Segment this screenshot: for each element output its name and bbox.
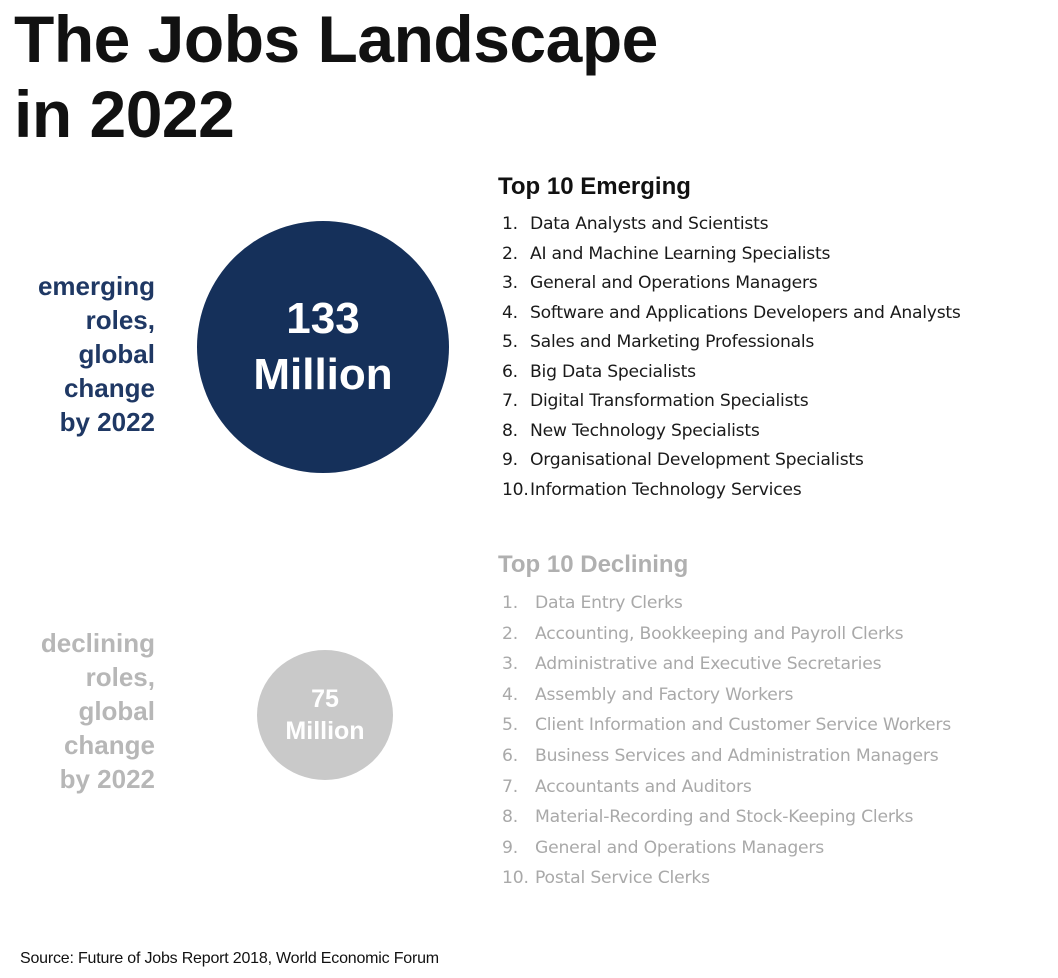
list-item-text: General and Operations Managers [535, 837, 825, 858]
list-item: 6. Big Data Specialists [502, 358, 1058, 388]
emerging-label-line: roles, [85, 305, 155, 335]
list-item: 4. Assembly and Factory Workers [502, 680, 1058, 711]
list-item: 10. Postal Service Clerks [502, 863, 1058, 894]
list-item-text: Postal Service Clerks [535, 868, 710, 889]
emerging-label-line: change [63, 373, 155, 403]
list-item: 3. General and Operations Managers [502, 269, 1058, 299]
list-item: 2. Accounting, Bookkeeping and Payroll Cl… [502, 619, 1058, 650]
source-credit: Source: Future of Jobs Report 2018, Worl… [20, 950, 439, 967]
emerging-total-unit: Million [253, 350, 393, 399]
list-item-number: 3. [502, 273, 518, 293]
emerging-total-value: 133 [286, 294, 360, 343]
list-item-text: Data Entry Clerks [535, 593, 683, 613]
list-item-number: 9. [502, 450, 518, 470]
list-item-text: Assembly and Factory Workers [535, 684, 794, 705]
declining-total-value: 75 [311, 685, 339, 713]
declining-label-line: by 2022 [59, 764, 155, 794]
list-item: 7. Digital Transformation Specialists [502, 387, 1058, 417]
list-item-number: 6. [502, 361, 518, 382]
declining-list-heading: Top 10 Declining [498, 551, 689, 578]
emerging-list-section: Top 10 Emerging 1. Data Analysts and Scie… [498, 172, 1058, 505]
list-item-text: Data Analysts and Scientists [530, 214, 769, 234]
list-item: 8. Material-Recording and Stock-Keeping C… [502, 802, 1058, 833]
list-item: 3. Administrative and Executive Secretari… [502, 649, 1058, 680]
declining-label-line: global [78, 696, 155, 726]
list-item-text: Digital Transformation Specialists [530, 391, 809, 411]
list-item: 1. Data Analysts and Scientists [502, 210, 1058, 240]
declining-total-unit: Million [285, 717, 365, 745]
list-item: 5. Client Information and Customer Servic… [502, 710, 1058, 741]
list-item: 6. Business Services and Administration M… [502, 741, 1058, 772]
declining-roles-label: declining roles, global change by 2022 [10, 626, 155, 796]
list-item-number: 6. [502, 745, 518, 766]
list-item-number: 3. [502, 654, 518, 675]
title-line-1: The Jobs Landscape [14, 2, 658, 76]
list-item: 1. Data Entry Clerks [502, 588, 1058, 619]
list-item-text: Material-Recording and Stock-Keeping Cle… [535, 807, 914, 828]
list-item-text: New Technology Specialists [530, 420, 760, 441]
declining-label-line: declining [40, 628, 155, 658]
page-title: The Jobs Landscape in 2022 [14, 2, 774, 152]
list-item-text: Big Data Specialists [530, 361, 696, 382]
list-item: 2. AI and Machine Learning Specialists [502, 240, 1058, 270]
list-item: 8. New Technology Specialists [502, 417, 1058, 447]
list-item-number: 8. [502, 807, 518, 828]
emerging-label-line: by 2022 [59, 407, 155, 437]
list-item-text: Business Services and Administration Man… [535, 745, 939, 766]
list-item-text: Accountants and Auditors [535, 776, 752, 797]
list-item-text: AI and Machine Learning Specialists [530, 243, 831, 264]
list-item: 7. Accountants and Auditors [502, 772, 1058, 803]
list-item-number: 10. [502, 868, 529, 889]
list-item-number: 2. [502, 623, 518, 644]
declining-list: 1. Data Entry Clerks 2. Accounting, Bookke… [498, 588, 1058, 894]
list-item-text: Client Information and Customer Service … [535, 715, 952, 736]
declining-list-section: Top 10 Declining 1. Data Entry Clerks 2. A… [498, 550, 1058, 894]
list-item: 9. Organisational Development Specialists [502, 446, 1058, 476]
emerging-list-heading: Top 10 Emerging [498, 173, 691, 200]
list-item-number: 5. [502, 715, 518, 736]
list-item-text: General and Operations Managers [530, 273, 818, 293]
emerging-total-circle: 133 Million [197, 221, 449, 473]
list-item-text: Sales and Marketing Professionals [530, 332, 815, 352]
list-item-text: Information Technology Services [530, 479, 802, 500]
list-item: 10. Information Technology Services [502, 476, 1058, 506]
list-item: 9. General and Operations Managers [502, 833, 1058, 864]
list-item-text: Software and Applications Developers and… [530, 302, 961, 323]
list-item-number: 4. [502, 302, 518, 323]
list-item-number: 7. [502, 776, 518, 797]
list-item-number: 2. [502, 243, 518, 264]
declining-label-line: change [63, 730, 155, 760]
list-item-number: 8. [502, 420, 518, 441]
title-line-2: in 2022 [14, 77, 235, 151]
emerging-label-line: global [78, 339, 155, 369]
list-item-number: 7. [502, 391, 518, 411]
list-item: 5. Sales and Marketing Professionals [502, 328, 1058, 358]
list-item-text: Administrative and Executive Secretaries [535, 654, 882, 675]
list-item-text: Organisational Development Specialists [530, 450, 864, 470]
list-item-number: 9. [502, 837, 518, 858]
list-item-number: 1. [502, 593, 518, 613]
emerging-label-line: emerging [37, 271, 155, 301]
list-item-number: 1. [502, 214, 518, 234]
list-item-number: 4. [502, 684, 518, 705]
declining-label-line: roles, [85, 662, 155, 692]
list-item: 4. Software and Applications Developers a… [502, 299, 1058, 329]
declining-total-circle: 75 Million [257, 650, 393, 780]
emerging-roles-label: emerging roles, global change by 2022 [10, 269, 155, 439]
list-item-text: Accounting, Bookkeeping and Payroll Cler… [535, 623, 904, 644]
list-item-number: 5. [502, 332, 518, 352]
list-item-number: 10. [502, 479, 529, 500]
emerging-list: 1. Data Analysts and Scientists 2. AI and … [498, 210, 1058, 505]
